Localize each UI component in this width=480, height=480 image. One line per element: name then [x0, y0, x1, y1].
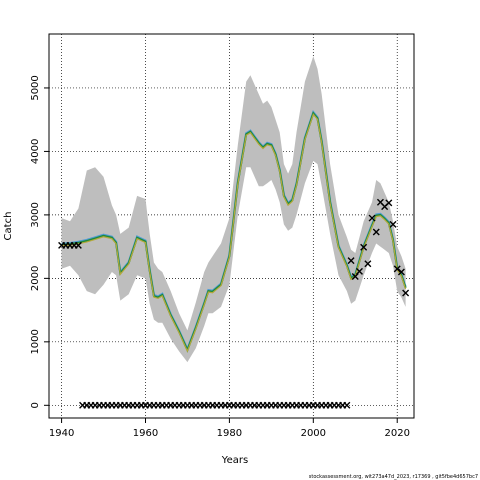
y-tick-label: 2000: [30, 266, 41, 291]
observed-point: [347, 257, 355, 265]
observed-point: [372, 228, 380, 236]
x-axis-title: Years: [221, 455, 248, 466]
y-tick-label: 4000: [30, 139, 41, 164]
x-tick-label: 2020: [384, 428, 409, 439]
observed-point: [393, 265, 401, 273]
estimate-lines: [61, 110, 407, 353]
observed-point: [355, 267, 363, 275]
observed-point: [385, 199, 393, 207]
observed-point: [368, 214, 376, 222]
observed-point: [402, 289, 410, 297]
y-tick-label: 3000: [30, 202, 41, 227]
estimate-line-olive: [61, 113, 407, 353]
y-axis: 0 1000 2000 3000 4000 5000: [30, 75, 50, 408]
y-tick-label: 0: [30, 402, 41, 408]
x-tick-label: 1960: [133, 428, 158, 439]
observed-point: [360, 243, 368, 251]
y-tick-label: 5000: [30, 75, 41, 100]
x-axis: 1940 1960 1980 2000 2020: [49, 417, 410, 439]
observed-markers: [58, 198, 410, 409]
y-tick-label: 1000: [30, 329, 41, 354]
observed-point: [389, 220, 397, 228]
observed-point: [74, 241, 82, 249]
y-axis-title: Catch: [3, 212, 14, 241]
x-tick-label: 2000: [301, 428, 326, 439]
zero-catch-point: [343, 401, 351, 409]
x-tick-label: 1980: [217, 428, 242, 439]
footer-text: stockassessment.org, wit273a47d_2023, r1…: [309, 474, 478, 480]
observed-point: [397, 268, 405, 276]
observed-point: [364, 260, 372, 268]
x-tick-label: 1940: [49, 428, 74, 439]
